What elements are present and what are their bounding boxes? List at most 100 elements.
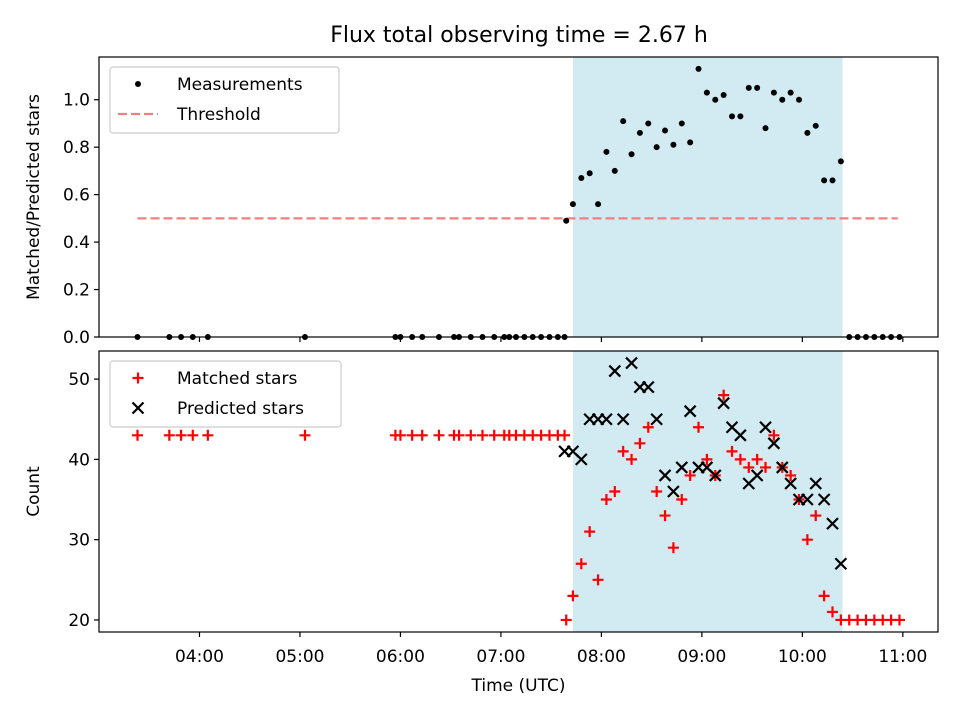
matched-point — [187, 429, 199, 441]
bottom-ytick-label: 30 — [68, 531, 90, 551]
predicted-point — [801, 493, 814, 506]
matched-point — [416, 429, 428, 441]
predicted-point — [767, 437, 781, 450]
xtick-label: 10:00 — [778, 647, 827, 667]
matched-point — [453, 429, 465, 441]
predicted-point — [734, 429, 747, 442]
matched-point — [584, 526, 596, 538]
measurement-point — [662, 127, 669, 134]
matched-point — [801, 534, 813, 546]
predicted-point — [717, 396, 730, 410]
matched-point — [726, 445, 738, 457]
measurement-point — [586, 170, 593, 177]
matched-point — [818, 590, 830, 602]
predicted-point — [817, 493, 831, 506]
measurement-point — [678, 120, 685, 127]
matched-point — [559, 429, 571, 441]
measurement-point — [595, 201, 602, 208]
measurement-point — [745, 84, 752, 91]
matched-point — [634, 437, 646, 449]
matched-point — [560, 614, 572, 626]
predicted-point — [750, 469, 764, 482]
measurement-point — [653, 144, 660, 151]
measurement-point — [603, 148, 610, 155]
top-legend-box — [109, 66, 340, 134]
measurement-point — [737, 113, 744, 120]
bottom-ytick-label: 50 — [68, 370, 90, 390]
measurement-point — [720, 91, 727, 98]
bottom-ylabel: Count — [24, 466, 44, 517]
measurement-point — [569, 201, 576, 208]
measurement-point — [829, 177, 836, 184]
top-ytick-label: 0.2 — [63, 281, 90, 301]
measurement-point — [687, 139, 694, 146]
measurement-point — [729, 113, 736, 120]
top-ytick-label: 0.8 — [63, 138, 90, 158]
matched-point — [617, 445, 629, 457]
top-ytick-label: 0.0 — [63, 328, 90, 348]
predicted-point — [809, 477, 823, 490]
measurement-point — [779, 96, 786, 103]
matched-point — [175, 429, 187, 441]
matched-point — [575, 558, 587, 570]
measurement-point — [578, 175, 585, 182]
measurement-point — [645, 120, 652, 127]
matched-point — [684, 469, 696, 481]
matched-point — [667, 542, 679, 554]
top-ytick-label: 0.4 — [63, 233, 90, 253]
matched-point — [132, 429, 144, 441]
matched-point — [826, 606, 838, 618]
predicted-point — [683, 404, 697, 418]
predicted-point — [667, 485, 680, 498]
top-legend: Measurements Threshold — [109, 66, 340, 134]
legend-predicted-marker — [131, 401, 145, 415]
measurement-point — [712, 96, 719, 103]
measurement-point — [770, 89, 777, 96]
predicted-point — [575, 453, 588, 466]
measurement-point — [812, 122, 819, 129]
bottom-axes-frame — [98, 350, 939, 633]
predicted-point — [708, 469, 722, 482]
predicted-point — [658, 469, 672, 482]
measurement-point — [787, 89, 794, 96]
matched-point — [406, 429, 418, 441]
xlabel: Time (UTC) — [471, 676, 566, 696]
xtick-label: 09:00 — [677, 647, 726, 667]
predicted-point — [642, 380, 655, 394]
measurement-point — [821, 177, 828, 184]
matched-point — [609, 486, 621, 497]
top-panel: 0.0 0.2 0.4 0.6 0.8 1.0 Matched/Predicted star… — [24, 56, 939, 348]
matched-point — [299, 429, 311, 441]
top-ylabel: Matched/Predicted stars — [24, 94, 44, 300]
predicted-point — [650, 412, 663, 426]
xtick-label: 05:00 — [275, 647, 324, 667]
xtick-label: 08:00 — [577, 647, 626, 667]
matched-point — [701, 453, 713, 465]
matched-point — [651, 486, 663, 497]
predicted-point — [600, 412, 613, 426]
xtick-label: 11:00 — [878, 647, 927, 667]
matched-point — [394, 429, 406, 441]
legend-measurement-marker — [135, 81, 141, 87]
legend-label: Measurements — [177, 75, 303, 95]
bottom-ytick-label: 20 — [68, 611, 90, 631]
measurement-point — [628, 151, 635, 158]
measurement-point — [703, 89, 710, 96]
matched-point — [600, 494, 612, 506]
matched-point — [465, 429, 477, 441]
bottom-panel: 20 30 40 50 04:00 05:00 06:00 07:00 08:00 09:00 10… — [24, 350, 939, 696]
legend-label: Matched stars — [177, 369, 297, 389]
matched-point — [734, 453, 746, 465]
matched-point — [718, 389, 730, 401]
matched-point — [693, 421, 705, 433]
predicted-point — [608, 364, 622, 378]
predicted-point — [625, 356, 638, 370]
top-ytick-label: 1.0 — [63, 91, 90, 111]
legend-matched-marker — [132, 372, 144, 384]
measurement-point — [796, 96, 803, 103]
matched-point — [893, 614, 905, 626]
matched-point — [768, 429, 780, 441]
measurement-point — [636, 129, 643, 136]
predicted-point — [759, 420, 772, 434]
